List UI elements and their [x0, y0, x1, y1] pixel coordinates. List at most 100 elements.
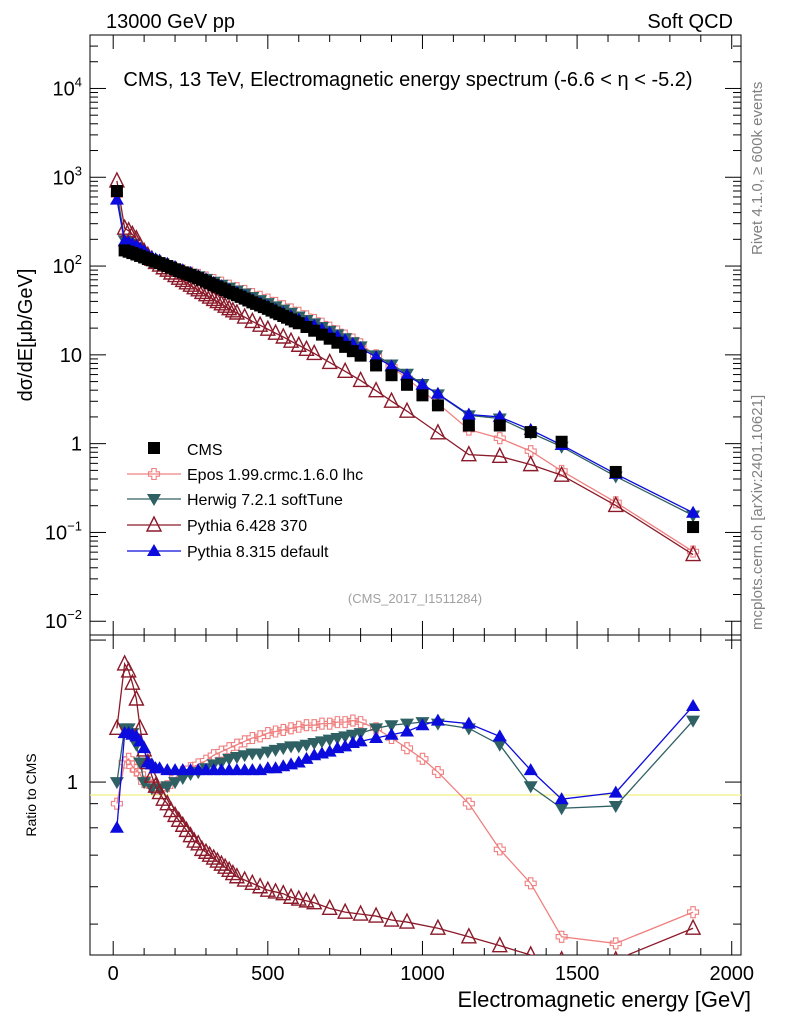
cms-data-point	[462, 419, 475, 432]
ratio-point-herwig-1	[222, 753, 237, 766]
ratio-point-pythia-2	[321, 898, 338, 916]
legend-marker-1	[147, 494, 161, 506]
series-point-pythia-3	[461, 407, 476, 420]
series-point-pythia-2	[221, 299, 238, 316]
ratio-point-pythia-2	[228, 867, 246, 884]
y-axis-label: dσ/dE[μb/GeV]	[15, 269, 37, 402]
cms-data-point	[524, 426, 537, 439]
ratio-axis-label: Ratio to CMS	[23, 753, 39, 836]
ratio-point-pythia-3	[384, 727, 399, 740]
series-point-pythia-2	[275, 327, 292, 344]
ratio-point-pythia-2	[684, 918, 702, 935]
legend-marker-cms	[148, 442, 160, 454]
y-tick-label: 1	[71, 434, 82, 456]
ratio-point-herwig-1	[137, 777, 152, 790]
y-tick-label: 10	[60, 345, 82, 367]
legend-label-0: Epos 1.99.crmc.1.6.0 lhc	[187, 467, 363, 484]
ratio-point-pythia-3	[492, 729, 507, 742]
header-right: Soft QCD	[647, 11, 733, 33]
series-point-pythia-2	[217, 296, 234, 313]
legend: CMS Epos 1.99.crmc.1.6.0 lhc Herwig 7.2.1 …	[127, 442, 363, 561]
ratio-point-pythia-3	[430, 713, 445, 726]
series-point-pythia-2	[197, 285, 215, 302]
ratio-point-herwig-1	[608, 800, 623, 813]
ratio-point-pythia-2	[124, 673, 141, 690]
series-point-pythia-2	[182, 275, 199, 292]
ratio-point-pythia-2	[367, 906, 385, 923]
x-tick-label: 500	[251, 963, 284, 985]
y-tick-label: 103	[53, 163, 82, 189]
ratio-point-pythia-2	[128, 689, 145, 706]
ratio-point-pythia-2	[131, 718, 149, 736]
ratio-point-herwig-1	[237, 750, 252, 763]
ratio-point-pythia-2	[217, 857, 234, 874]
ratio-point-herwig-1	[229, 752, 244, 765]
x-tick-label: 2000	[709, 963, 754, 985]
cms-data-point	[416, 389, 429, 402]
series-point-pythia-2	[607, 495, 624, 513]
ratio-point-pythia-2	[186, 831, 203, 848]
cms-data-point	[400, 378, 413, 391]
series-point-pythia-3	[686, 505, 701, 518]
series-point-pythia-2	[224, 301, 242, 318]
series-point-pythia-2	[321, 352, 338, 370]
cms-data-point	[370, 359, 383, 372]
mcplots-reference-text: mcplots.cern.ch [arXiv:2401.10621]	[749, 395, 766, 630]
ratio-point-herwig-1	[109, 777, 124, 790]
cms-data-point	[555, 435, 568, 448]
ratio-point-epos-0	[493, 843, 506, 856]
ratio-point-pythia-2	[251, 877, 269, 894]
cms-data-point	[385, 369, 398, 382]
ratio-point-pythia-3	[299, 751, 314, 764]
ratio-point-pythia-2	[205, 848, 222, 865]
ratio-point-pythia-2	[193, 839, 211, 857]
series-point-pythia-2	[205, 289, 222, 307]
series-point-pythia-3	[415, 377, 430, 390]
series-point-epos-0	[493, 432, 506, 445]
main-plot-data	[108, 171, 702, 562]
series-point-pythia-2	[244, 311, 261, 329]
ratio-point-pythia-3	[152, 761, 167, 774]
legend-marker-0	[147, 467, 161, 481]
ratio-point-epos-0	[687, 906, 700, 919]
series-point-pythia-2	[116, 218, 133, 235]
series-point-pythia-2	[190, 280, 207, 297]
series-point-pythia-2	[282, 331, 300, 348]
series-point-pythia-2	[429, 423, 447, 440]
ratio-point-epos-0	[130, 764, 143, 777]
series-point-pythia-2	[251, 315, 269, 332]
y-tick-label: 10−2	[45, 607, 82, 633]
legend-marker-2	[145, 515, 163, 532]
legend-marker-3	[147, 544, 161, 556]
ratio-point-epos-0	[416, 752, 429, 765]
x-axis-label: Electromagnetic energy [GeV]	[458, 987, 751, 1012]
series-point-pythia-2	[213, 294, 230, 311]
series-point-pythia-2	[228, 303, 246, 320]
ratio-point-pythia-2	[108, 718, 126, 736]
legend-label-1: Herwig 7.2.1 softTune	[187, 492, 343, 509]
series-point-pythia-2	[491, 446, 508, 464]
ratio-point-epos-0	[462, 797, 475, 810]
ratio-point-pythia-3	[554, 792, 569, 805]
ratio-point-pythia-3	[291, 755, 306, 768]
series-point-epos-0	[609, 496, 622, 509]
series-point-pythia-3	[430, 386, 445, 399]
ratio-tick-label: 1	[67, 772, 78, 794]
ratio-point-epos-0	[354, 716, 367, 729]
chart-title: CMS, 13 TeV, Electromagnetic energy spec…	[123, 69, 692, 91]
ratio-line-pythia-2	[116, 661, 694, 955]
series-point-pythia-2	[306, 343, 323, 361]
ratio-point-pythia-3	[137, 741, 152, 754]
ratio-point-herwig-1	[384, 720, 399, 733]
ratio-point-pythia-2	[143, 766, 160, 783]
ratio-point-pythia-2	[275, 884, 292, 901]
series-point-epos-0	[687, 545, 700, 558]
ratio-point-pythia-2	[221, 860, 238, 878]
series-point-pythia-2	[290, 335, 307, 352]
ratio-point-herwig-1	[133, 757, 148, 770]
cms-data-point	[431, 399, 444, 412]
ratio-point-pythia-2	[352, 904, 369, 921]
ratio-point-pythia-2	[290, 889, 307, 906]
ratio-point-pythia-2	[383, 910, 400, 927]
ratio-point-epos-0	[431, 766, 444, 779]
